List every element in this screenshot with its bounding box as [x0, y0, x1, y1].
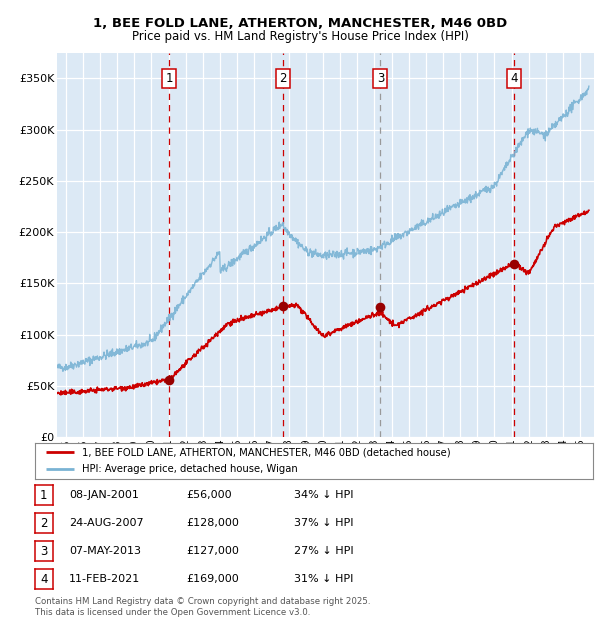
Text: 4: 4 — [40, 573, 47, 585]
Text: £127,000: £127,000 — [186, 546, 239, 556]
Text: Contains HM Land Registry data © Crown copyright and database right 2025.
This d: Contains HM Land Registry data © Crown c… — [35, 598, 370, 617]
Text: £56,000: £56,000 — [186, 490, 232, 500]
Text: 37% ↓ HPI: 37% ↓ HPI — [294, 518, 353, 528]
Text: 08-JAN-2001: 08-JAN-2001 — [69, 490, 139, 500]
Text: 31% ↓ HPI: 31% ↓ HPI — [294, 574, 353, 584]
Text: Price paid vs. HM Land Registry's House Price Index (HPI): Price paid vs. HM Land Registry's House … — [131, 30, 469, 43]
Text: 27% ↓ HPI: 27% ↓ HPI — [294, 546, 353, 556]
Text: 1: 1 — [40, 489, 47, 502]
Text: £169,000: £169,000 — [186, 574, 239, 584]
Text: 2: 2 — [40, 517, 47, 529]
Text: 07-MAY-2013: 07-MAY-2013 — [69, 546, 141, 556]
Text: 34% ↓ HPI: 34% ↓ HPI — [294, 490, 353, 500]
Text: 1: 1 — [165, 72, 173, 85]
Text: 1, BEE FOLD LANE, ATHERTON, MANCHESTER, M46 0BD: 1, BEE FOLD LANE, ATHERTON, MANCHESTER, … — [93, 17, 507, 30]
Text: 1, BEE FOLD LANE, ATHERTON, MANCHESTER, M46 0BD (detached house): 1, BEE FOLD LANE, ATHERTON, MANCHESTER, … — [82, 448, 451, 458]
Text: 11-FEB-2021: 11-FEB-2021 — [69, 574, 140, 584]
Text: 3: 3 — [40, 545, 47, 557]
Text: HPI: Average price, detached house, Wigan: HPI: Average price, detached house, Wiga… — [82, 464, 298, 474]
Text: 24-AUG-2007: 24-AUG-2007 — [69, 518, 143, 528]
Text: 2: 2 — [279, 72, 286, 85]
Text: £128,000: £128,000 — [186, 518, 239, 528]
Text: 4: 4 — [510, 72, 517, 85]
Text: 3: 3 — [377, 72, 384, 85]
